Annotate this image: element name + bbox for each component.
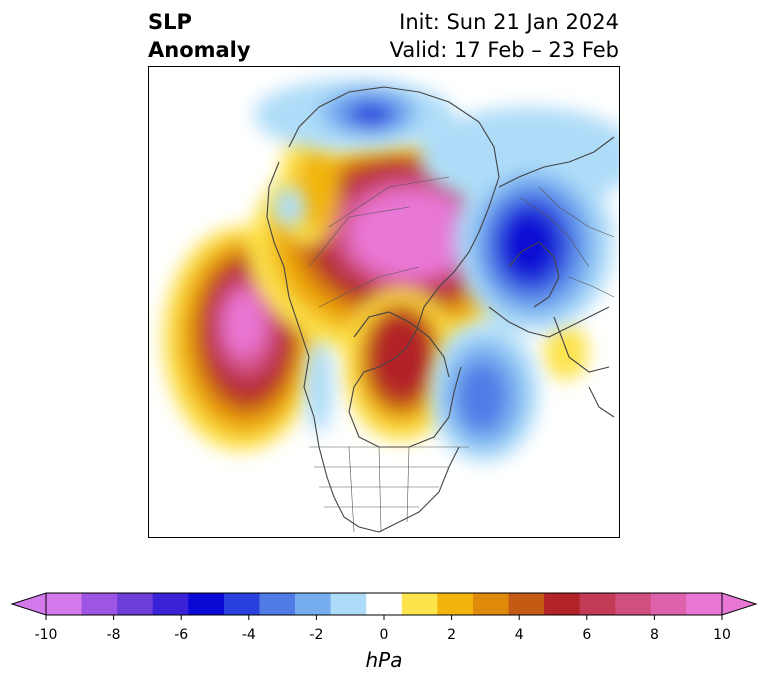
colorbar-tick-label: -10	[35, 627, 58, 643]
colorbar-max-extend	[721, 592, 758, 616]
colorbar-swatch	[46, 593, 83, 615]
colorbar-swatch	[152, 593, 189, 615]
colorbar-swatch	[366, 593, 403, 615]
colorbar-swatch	[472, 593, 510, 615]
variable-title-line2: Anomaly	[148, 38, 251, 62]
colorbar-swatch	[579, 593, 616, 615]
variable-title: SLP Anomaly	[148, 8, 308, 64]
colorbar-swatch	[330, 593, 367, 615]
forecast-dates: Init: Sun 21 Jan 2024 Valid: 17 Feb – 23…	[279, 8, 619, 64]
colorbar-tick-label: 2	[447, 627, 456, 643]
colorbar-swatch	[686, 593, 723, 615]
colorbar-tick-label: -4	[242, 627, 256, 643]
colorbar-tick-label: 0	[380, 627, 389, 643]
colorbar-unit-label: hPa	[366, 648, 403, 672]
colorbar-swatch	[650, 593, 687, 615]
colorbar-swatch	[295, 593, 332, 615]
colorbar-tick-label: 4	[515, 627, 524, 643]
colorbar-swatch	[615, 593, 652, 615]
colorbar-swatch	[401, 593, 438, 615]
colorbar-swatch	[188, 593, 225, 615]
map-panel	[148, 66, 620, 538]
colorbar-swatch	[223, 593, 260, 615]
colorbar-tick-label: 8	[650, 627, 659, 643]
colorbar-tick-label: -8	[107, 627, 121, 643]
colorbar-legend: -10 -8 -6 -4 -2 0 2 4 6 8 10 hPa	[10, 592, 758, 672]
valid-period: Valid: 17 Feb – 23 Feb	[389, 38, 619, 62]
colorbar-swatch	[81, 593, 118, 615]
variable-title-line1: SLP	[148, 10, 192, 34]
colorbar-swatch	[508, 593, 545, 615]
colorbar-swatches	[10, 592, 758, 616]
colorbar-tick-label: -2	[309, 627, 323, 643]
colorbar-swatch	[437, 593, 474, 615]
colorbar-min-extend	[10, 592, 47, 616]
colorbar-tick-label: 6	[582, 627, 591, 643]
colorbar-swatch	[117, 593, 154, 615]
slp-anomaly-map	[163, 79, 619, 533]
colorbar-swatch	[259, 593, 296, 615]
colorbar-swatch	[544, 593, 581, 615]
political-borders	[308, 176, 615, 533]
init-date: Init: Sun 21 Jan 2024	[399, 10, 619, 34]
colorbar-tick-label: -6	[174, 627, 188, 643]
colorbar-ticks: -10 -8 -6 -4 -2 0 2 4 6 8 10	[35, 615, 731, 643]
negative-anomaly-fields	[254, 79, 619, 462]
colorbar-tick-label: 10	[713, 627, 731, 643]
